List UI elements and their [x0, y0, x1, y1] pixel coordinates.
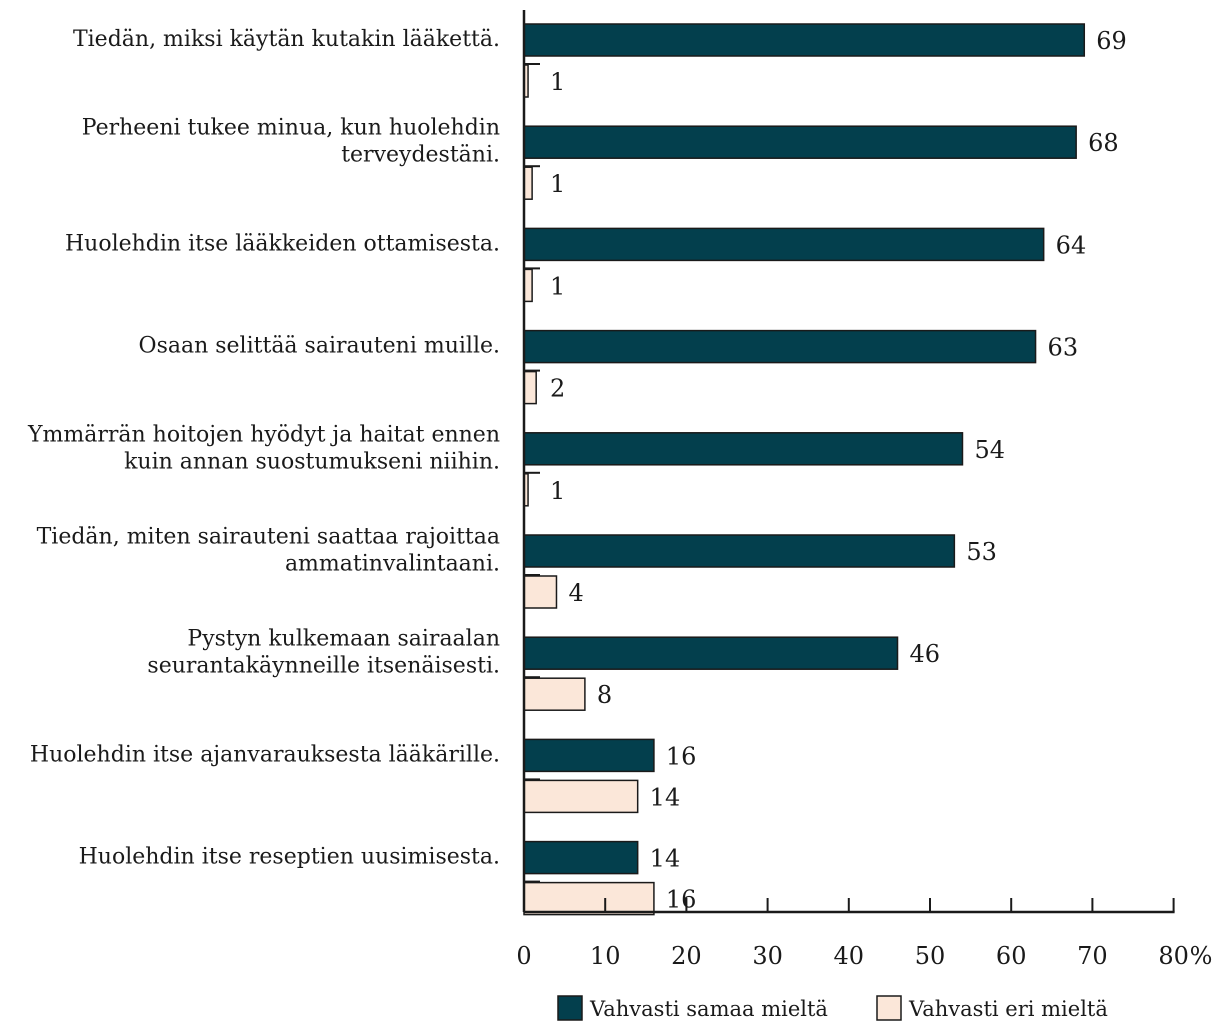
bar-eri-mielta	[523, 779, 639, 814]
x-tick-label: 40	[834, 942, 865, 970]
legend-swatch-series-1	[557, 995, 583, 1021]
x-tick-label: 10	[590, 942, 621, 970]
legend: Vahvasti samaa mieltä Vahvasti eri mielt…	[557, 995, 1108, 1021]
category-label: kuin annan suostumukseni niihin.	[124, 449, 500, 474]
bar-eri-mielta	[523, 575, 558, 609]
bar-samaa-mielta	[523, 227, 1045, 262]
x-tick-label: 70	[1077, 942, 1108, 970]
bar-eri-mielta	[523, 370, 537, 405]
data-label: 68	[1088, 129, 1119, 157]
bars	[523, 23, 1086, 916]
bar-samaa-mielta	[523, 23, 1086, 57]
category-label: Osaan selittää sairauteni muille.	[139, 334, 500, 359]
x-tick-label: 0	[516, 942, 531, 970]
data-label: 1	[550, 68, 565, 96]
bar-samaa-mielta	[523, 432, 964, 466]
x-tick-label: 20	[671, 942, 702, 970]
data-label: 64	[1056, 231, 1087, 259]
data-label: 46	[910, 640, 941, 668]
category-label: Pystyn kulkemaan sairaalan	[187, 627, 500, 652]
data-label: 14	[650, 783, 681, 811]
legend-label-series-1: Vahvasti samaa mieltä	[589, 997, 828, 1021]
category-label: Ymmärrän hoitojen hyödyt ja haitat ennen	[27, 422, 500, 447]
category-label: Tiedän, miksi käytän kutakin lääkettä.	[73, 27, 500, 52]
axes: 0 10 20 30 40 50 60 70 80%	[516, 10, 1212, 970]
data-label: 16	[666, 886, 697, 914]
x-tick-label: 80	[1158, 942, 1189, 970]
legend-swatch-series-2	[876, 995, 902, 1021]
x-unit-label: %	[1190, 942, 1213, 970]
data-label: 1	[550, 170, 565, 198]
data-label: 69	[1096, 27, 1127, 55]
bar-eri-mielta	[523, 677, 586, 711]
data-label: 1	[550, 272, 565, 300]
x-tick-label: 60	[996, 942, 1027, 970]
category-label: Tiedän, miten sairauteni saattaa rajoitt…	[37, 525, 500, 550]
data-label: 4	[568, 579, 583, 607]
data-label: 54	[974, 436, 1005, 464]
data-label: 14	[650, 845, 681, 873]
data-label: 16	[666, 742, 697, 770]
bar-samaa-mielta	[523, 738, 655, 773]
bar-samaa-mielta	[523, 636, 899, 670]
data-label: 2	[550, 375, 565, 403]
bar-samaa-mielta	[523, 329, 1037, 364]
bar-samaa-mielta	[523, 125, 1077, 159]
category-label: Huolehdin itse reseptien uusimisesta.	[79, 845, 500, 870]
data-label: 63	[1048, 334, 1079, 362]
category-label: seurantakäynneille itsenäisesti.	[147, 654, 500, 679]
data-label: 8	[597, 681, 612, 709]
data-label: 53	[966, 538, 997, 566]
legend-label-series-2: Vahvasti eri mieltä	[908, 997, 1108, 1021]
x-tick-label: 50	[915, 942, 946, 970]
category-label: Huolehdin itse ajanvarauksesta lääkärill…	[30, 742, 500, 767]
category-label: Huolehdin itse lääkkeiden ottamisesta.	[65, 231, 500, 256]
category-label: ammatinvalintaani.	[285, 552, 500, 577]
bar-samaa-mielta	[523, 534, 956, 568]
value-labels: 69 1 68 1 64 1 63 2 54 1 53 4 46 8 16 14 14 16	[550, 27, 1127, 914]
category-label: Perheeni tukee minua, kun huolehdin	[82, 116, 500, 141]
category-labels: Tiedän, miksi käytän kutakin lääkettä. Pe…	[27, 27, 500, 870]
x-tick-label: 30	[752, 942, 783, 970]
bar-eri-mielta	[523, 881, 655, 916]
bar-samaa-mielta	[523, 840, 639, 875]
data-label: 1	[550, 477, 565, 505]
category-label: terveydestäni.	[341, 143, 500, 168]
